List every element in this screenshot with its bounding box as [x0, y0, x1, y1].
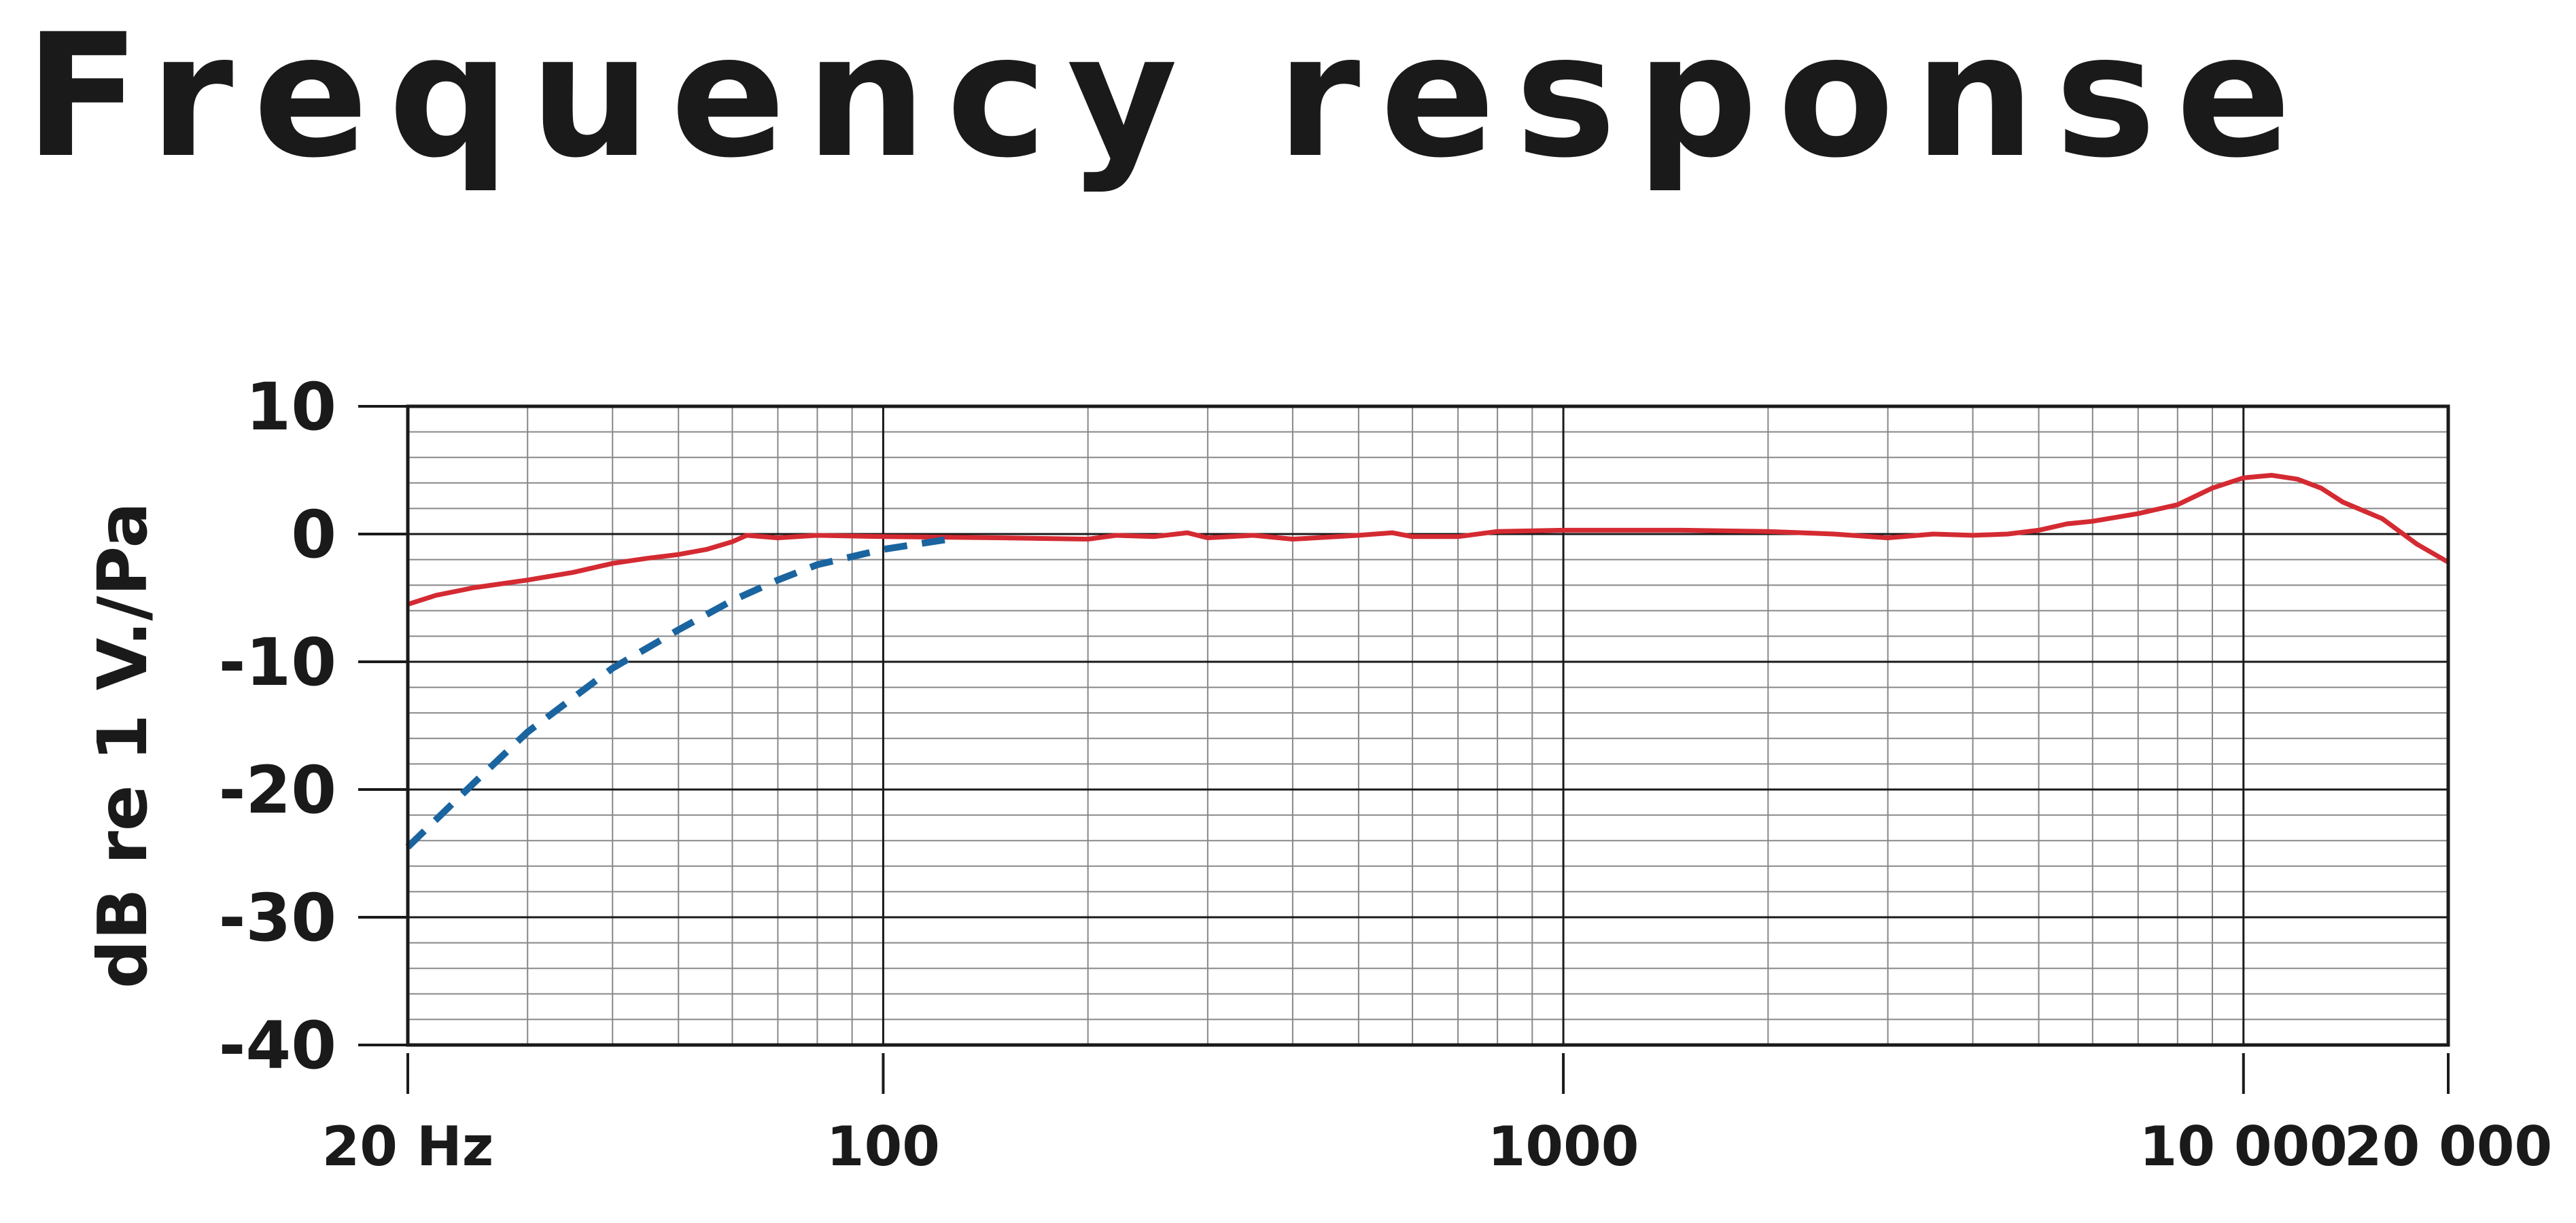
- series-line: [405, 535, 950, 850]
- x-tick-label: 100: [826, 1115, 940, 1178]
- plot-frame: [406, 404, 2450, 1047]
- x-tick-label: 1000: [1488, 1115, 1639, 1178]
- lines: [405, 473, 2450, 850]
- y-tick-label: -30: [219, 880, 336, 956]
- y-tick-label: -40: [219, 1008, 336, 1084]
- y-tick-label: 10: [245, 369, 336, 445]
- x-tick-label: 10 000: [2140, 1115, 2348, 1178]
- y-tick-label: -10: [219, 624, 336, 701]
- x-tick-label: 20 Hz: [322, 1115, 494, 1178]
- y-axis-label: dB re 1 V./Pa: [83, 502, 162, 989]
- grid: [406, 405, 2450, 1046]
- x-tick-label: 20 000: [2344, 1115, 2552, 1178]
- series-line: [406, 473, 2450, 607]
- y-tick-label: 0: [291, 497, 336, 573]
- y-tick-label: -20: [219, 752, 336, 828]
- chart-title: Frequency response: [24, 0, 2291, 195]
